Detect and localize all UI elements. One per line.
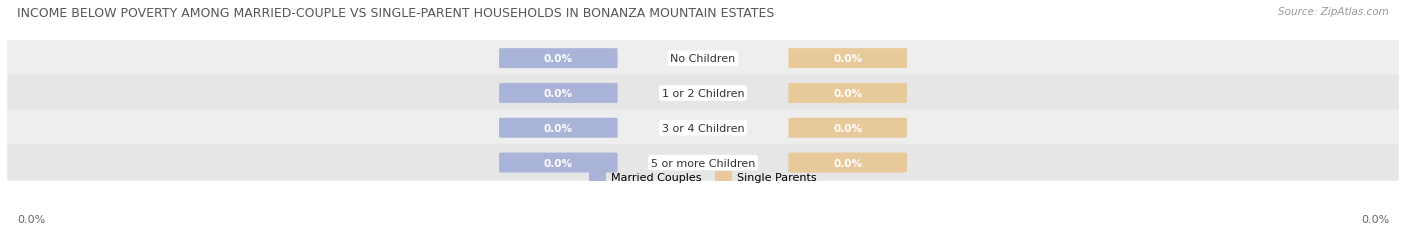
FancyBboxPatch shape — [789, 84, 907, 103]
Text: 0.0%: 0.0% — [834, 158, 862, 168]
Text: INCOME BELOW POVERTY AMONG MARRIED-COUPLE VS SINGLE-PARENT HOUSEHOLDS IN BONANZA: INCOME BELOW POVERTY AMONG MARRIED-COUPL… — [17, 7, 775, 20]
FancyBboxPatch shape — [499, 153, 617, 173]
FancyBboxPatch shape — [7, 41, 1399, 77]
Text: 0.0%: 0.0% — [544, 123, 572, 133]
FancyBboxPatch shape — [7, 145, 1399, 181]
FancyBboxPatch shape — [7, 76, 1399, 112]
Text: No Children: No Children — [671, 54, 735, 64]
FancyBboxPatch shape — [499, 84, 617, 103]
FancyBboxPatch shape — [7, 110, 1399, 146]
Text: 0.0%: 0.0% — [834, 54, 862, 64]
Text: 0.0%: 0.0% — [544, 54, 572, 64]
Text: 3 or 4 Children: 3 or 4 Children — [662, 123, 744, 133]
FancyBboxPatch shape — [789, 153, 907, 173]
Text: 0.0%: 0.0% — [17, 214, 45, 224]
Text: 5 or more Children: 5 or more Children — [651, 158, 755, 168]
Text: 1 or 2 Children: 1 or 2 Children — [662, 88, 744, 99]
Text: 0.0%: 0.0% — [544, 88, 572, 99]
Text: 0.0%: 0.0% — [834, 88, 862, 99]
Legend: Married Couples, Single Parents: Married Couples, Single Parents — [586, 168, 820, 186]
Text: Source: ZipAtlas.com: Source: ZipAtlas.com — [1278, 7, 1389, 17]
FancyBboxPatch shape — [789, 49, 907, 69]
Text: 0.0%: 0.0% — [834, 123, 862, 133]
FancyBboxPatch shape — [499, 118, 617, 138]
FancyBboxPatch shape — [789, 118, 907, 138]
Text: 0.0%: 0.0% — [544, 158, 572, 168]
FancyBboxPatch shape — [499, 49, 617, 69]
Text: 0.0%: 0.0% — [1361, 214, 1389, 224]
